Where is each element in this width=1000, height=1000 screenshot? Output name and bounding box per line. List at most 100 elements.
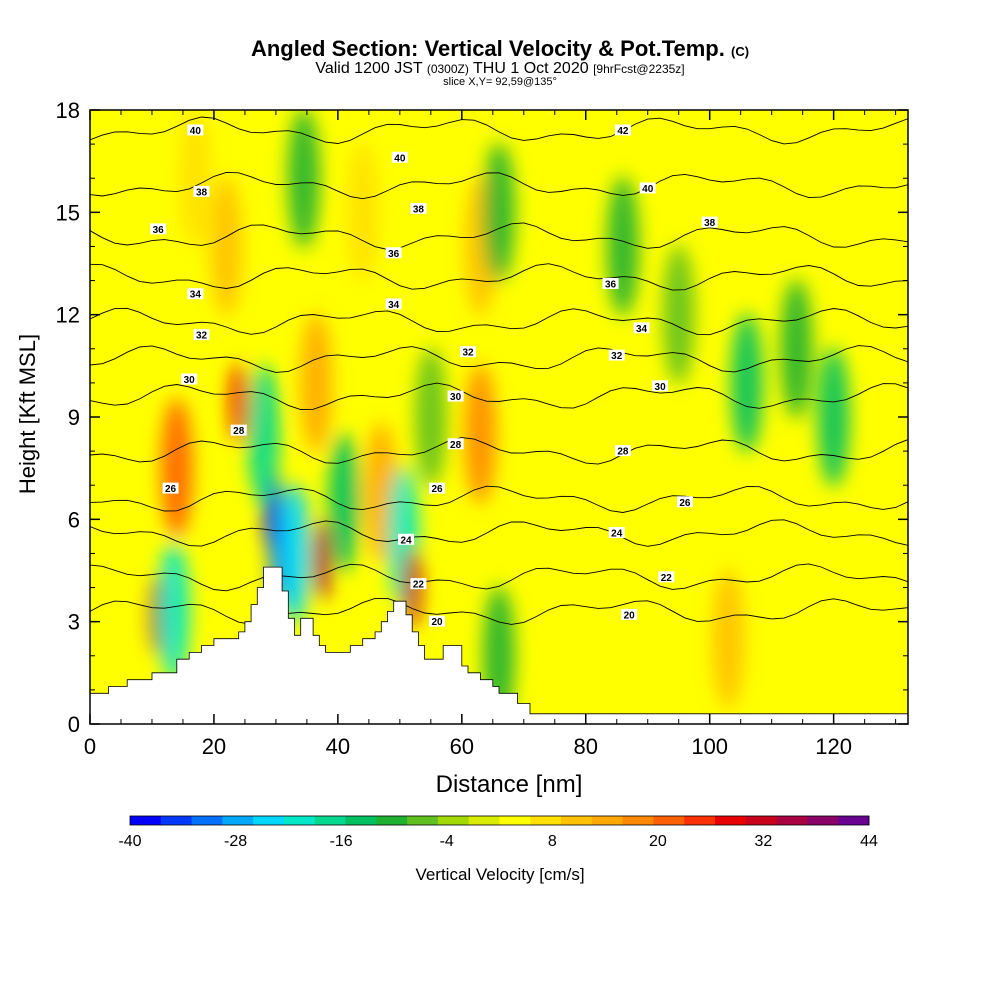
chart-title-text: Angled Section: Vertical Velocity & Pot.… [250, 36, 725, 61]
contour-label-0: 40 [187, 124, 204, 137]
terrain [90, 566, 908, 724]
y-tick-label: 0 [68, 712, 80, 737]
slice-info: slice X,Y= 92,59@135° [443, 76, 557, 88]
velocity-feature-19 [464, 364, 497, 505]
colorbar-swatch-13 [530, 816, 562, 825]
colorbar-swatch-2 [191, 816, 223, 825]
contour-label-25: 26 [676, 496, 693, 509]
contour-label-text: 20 [431, 617, 443, 628]
colorbar-swatch-9 [407, 816, 439, 825]
colorbar: -40 -28 -16 -4 8 20 32 44 Vertical Velocity [cm/… [118, 815, 878, 884]
velocity-feature-27 [817, 347, 850, 487]
contour-label-12: 32 [193, 329, 210, 342]
velocity-feature-25 [730, 312, 763, 453]
forecast-info: [9hrFcst@2235z] [593, 62, 685, 76]
contour-label-text: 40 [642, 184, 654, 195]
contour-label-text: 22 [413, 580, 425, 591]
contour-label-text: 28 [450, 440, 462, 451]
colorbar-swatch-22 [807, 816, 839, 825]
colorbar-swatch-20 [745, 816, 778, 825]
colorbar-swatch-23 [838, 816, 870, 825]
velocity-field [149, 110, 850, 724]
plot-area: 40 40 42 38 38 40 36 36 38 34 34 36 32 32 34 30 30 32 28 28… [90, 110, 908, 724]
x-tick-label: 60 [450, 734, 474, 759]
contour-label-19: 28 [447, 438, 464, 451]
colorbar-tick-label: -28 [224, 833, 247, 850]
contour-label-text: 22 [661, 573, 673, 584]
y-tick-label: 15 [56, 200, 80, 225]
colorbar-swatch-3 [222, 816, 254, 825]
y-axis-label: Height [Kft MSL] [15, 334, 40, 494]
velocity-feature-23 [606, 176, 639, 317]
contour-label-14: 34 [633, 322, 650, 335]
colorbar-tick-label: 32 [755, 833, 773, 850]
colorbar-swatch-6 [314, 816, 346, 825]
colorbar-swatch-15 [591, 816, 624, 825]
x-axis-label: Distance [nm] [436, 771, 583, 798]
contour-label-text: 30 [450, 392, 462, 403]
colorbar-swatch-1 [160, 816, 192, 825]
contour-label-text: 28 [233, 426, 245, 437]
contour-label-10: 34 [385, 298, 402, 311]
copyright-mark: (C) [731, 44, 750, 59]
contour-label-text: 36 [605, 279, 617, 290]
colorbar-tick-label: 20 [649, 833, 667, 850]
contour-label-2: 42 [614, 124, 631, 137]
velocity-feature-11 [313, 520, 332, 601]
contour-label-3: 38 [193, 185, 210, 198]
contour-label-text: 32 [196, 331, 208, 342]
y-tick-label: 18 [56, 98, 80, 123]
contour-label-text: 26 [431, 484, 443, 495]
colorbar-frame [129, 815, 870, 826]
velocity-feature-15 [346, 142, 379, 283]
contour-label-26: 22 [410, 578, 427, 591]
velocity-feature-18 [414, 347, 447, 487]
valid-time: Valid 1200 JST [315, 60, 423, 77]
contour-label-text: 42 [617, 126, 629, 137]
colorbar-swatch-5 [283, 816, 316, 825]
contour-label-6: 36 [150, 223, 167, 236]
contour-label-17: 32 [608, 349, 625, 362]
velocity-feature-1 [157, 541, 190, 682]
colorbar-swatch-21 [776, 816, 808, 825]
velocity-feature-13 [328, 432, 361, 573]
velocity-feature-28 [712, 568, 745, 709]
velocity-feature-9 [278, 483, 311, 624]
contour-label-text: 38 [413, 204, 425, 215]
theta-contour-40 [90, 171, 908, 200]
colorbar-swatch-14 [561, 816, 593, 825]
contour-label-text: 26 [165, 484, 177, 495]
contour-label-text: 36 [388, 249, 400, 260]
contour-label-7: 36 [385, 247, 402, 260]
y-tick-label: 9 [68, 405, 80, 430]
contour-label-28: 20 [429, 615, 446, 628]
contour-label-8: 38 [701, 216, 718, 229]
contour-label-text: 34 [636, 324, 648, 335]
contour-label-23: 28 [614, 445, 631, 458]
colorbar-swatch-18 [684, 816, 716, 825]
colorbar-swatch-16 [622, 816, 654, 825]
contour-label-text: 40 [190, 126, 202, 137]
chart-subtitle: Valid 1200 JST (0300Z) THU 1 Oct 2020 [9… [0, 60, 1000, 78]
colorbar-swatch-0 [130, 816, 162, 825]
contour-label-text: 32 [611, 351, 623, 362]
contour-label-9: 34 [187, 288, 204, 301]
colorbar-tick-label: -16 [330, 833, 353, 850]
contour-label-30: 20 [621, 608, 638, 621]
contour-label-24: 24 [398, 533, 415, 546]
contour-label-text: 26 [679, 498, 691, 509]
x-tick-label: 20 [202, 734, 226, 759]
theta-contours [90, 116, 908, 625]
x-tick-label: 120 [815, 734, 852, 759]
velocity-feature-2 [160, 398, 193, 539]
contour-label-text: 34 [190, 290, 202, 301]
theta-contour-42 [90, 116, 908, 145]
contour-label-text: 36 [153, 225, 165, 236]
velocity-feature-4 [229, 363, 248, 444]
colorbar-label: Vertical Velocity [cm/s] [415, 865, 584, 884]
theta-contour-22 [90, 563, 908, 592]
colorbar-tick-label: 8 [548, 833, 557, 850]
colorbar-swatch-17 [653, 816, 685, 825]
contour-label-21: 26 [162, 482, 179, 495]
colorbar-tick-label: -4 [440, 833, 454, 850]
